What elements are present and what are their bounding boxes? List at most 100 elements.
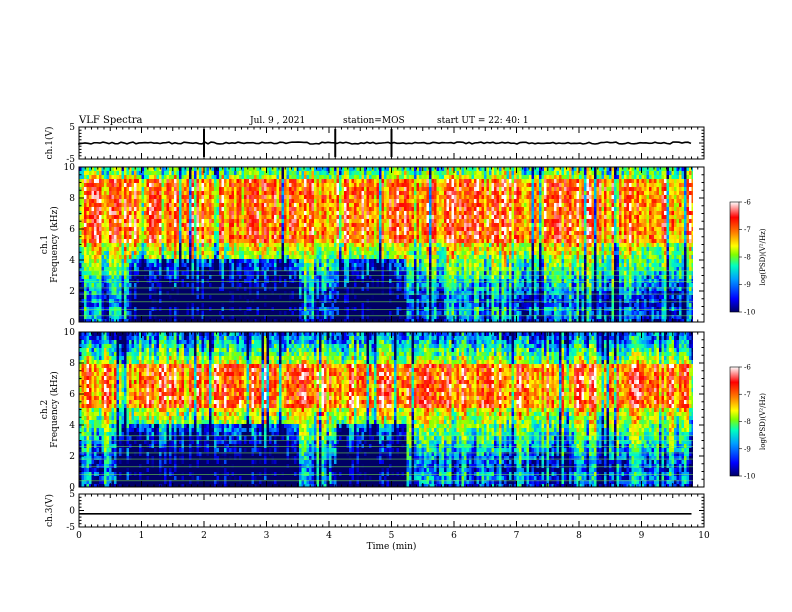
- spectrogram-cell: [221, 199, 225, 204]
- spectrogram-cell: [141, 303, 145, 308]
- spectrogram-cell: [351, 199, 355, 204]
- spectrogram-cell: [336, 319, 340, 322]
- spectrogram-cell: [214, 311, 217, 316]
- spectrogram-cell: [371, 215, 375, 220]
- spectrogram-cell: [324, 179, 327, 184]
- spectrogram-cell: [199, 279, 202, 284]
- spectrogram-cell: [169, 191, 172, 196]
- spectrogram-cell: [114, 223, 117, 228]
- spectrogram-cell: [356, 267, 360, 272]
- spectrogram-cell: [379, 199, 382, 204]
- spectrogram-cell: [319, 207, 322, 212]
- spectrogram-cell: [356, 251, 360, 256]
- spectrogram-cell: [234, 259, 237, 264]
- spectrogram-cell: [224, 179, 227, 184]
- spectrogram-cell: [131, 227, 135, 232]
- spectrogram-cell: [364, 303, 367, 308]
- spectrogram-cell: [336, 167, 340, 172]
- spectrogram-cell: [291, 199, 295, 204]
- spectrogram-cell: [99, 195, 102, 200]
- spectrogram-cell: [231, 247, 235, 252]
- spectrogram-cell: [306, 179, 310, 184]
- spectrogram-cell: [146, 179, 150, 184]
- spectrogram-cell: [319, 167, 322, 172]
- spectrogram-cell: [214, 303, 217, 308]
- spectrogram-cell: [166, 251, 170, 256]
- spectrogram-cell: [181, 279, 185, 284]
- spectrogram-cell: [206, 255, 210, 260]
- spectrogram-cell: [191, 295, 195, 300]
- spectrogram-cell: [206, 223, 210, 228]
- spectrogram-cell: [364, 267, 367, 272]
- spectrogram-cell: [294, 167, 297, 172]
- spectrogram-cell: [196, 231, 200, 236]
- spectrogram-cell: [304, 251, 307, 256]
- spectrogram-cell: [276, 195, 280, 200]
- spectrogram-cell: [101, 167, 105, 172]
- spectrogram-cell: [366, 271, 370, 276]
- spectrogram-cell: [346, 199, 350, 204]
- spectrogram-cell: [179, 251, 182, 256]
- spectrogram-cell: [96, 199, 100, 204]
- spectrogram-cell: [361, 315, 365, 320]
- spectrogram-cell: [326, 279, 330, 284]
- spectrogram-cell: [204, 171, 207, 176]
- spectrogram-cell: [294, 315, 297, 320]
- spectrogram-cell: [316, 191, 320, 196]
- spectrogram-cell: [246, 251, 250, 256]
- spectrogram-cell: [376, 175, 380, 180]
- spectrogram-cell: [109, 311, 112, 316]
- spectrogram-cell: [86, 255, 90, 260]
- spectrogram-cell: [251, 311, 255, 316]
- spectrogram-cell: [211, 251, 215, 256]
- spectrogram-cell: [176, 307, 180, 312]
- spectrogram-cell: [169, 267, 172, 272]
- spectrogram-cell: [256, 199, 260, 204]
- spectrogram-cell: [374, 219, 377, 224]
- spectrogram-cell: [149, 179, 152, 184]
- spectrogram-cell: [296, 271, 300, 276]
- spectrogram-cell: [351, 183, 355, 188]
- spectrogram-cell: [136, 319, 140, 322]
- spectrogram-cell: [329, 191, 332, 196]
- spectrogram-cell: [341, 179, 345, 184]
- spectrogram-cell: [191, 307, 195, 312]
- spectrogram-cell: [119, 251, 122, 256]
- spectrogram-cell: [211, 259, 215, 264]
- spectrogram-cell: [331, 179, 335, 184]
- spectrogram-cell: [304, 231, 307, 236]
- spectrogram-cell: [184, 179, 187, 184]
- spectrogram-cell: [296, 311, 300, 316]
- spectrogram-cell: [381, 299, 385, 304]
- spectrogram-cell: [319, 267, 322, 272]
- spectrogram-cell: [246, 271, 250, 276]
- spectrogram-cell: [179, 295, 182, 300]
- spectrogram-cell: [354, 175, 357, 180]
- spectrogram-cell: [184, 291, 187, 296]
- spectrogram-cell: [211, 235, 215, 240]
- spectrogram-cell: [179, 231, 182, 236]
- spectrogram-cell: [196, 211, 200, 216]
- spectrogram-cell: [376, 283, 380, 288]
- spectrogram-cell: [136, 231, 140, 236]
- spectrogram-cell: [84, 247, 87, 252]
- spectrogram-cell: [106, 191, 110, 196]
- spectrogram-cell: [341, 267, 345, 272]
- spectrogram-cell: [356, 299, 360, 304]
- spectrogram-cell: [269, 307, 272, 312]
- spectrogram-cell: [111, 279, 115, 284]
- spectrogram-cell: [324, 199, 327, 204]
- spectrogram-cell: [354, 191, 357, 196]
- spectrogram-cell: [331, 303, 335, 308]
- spectrogram-cell: [126, 187, 130, 192]
- spectrogram-cell: [301, 287, 305, 292]
- spectrogram-cell: [144, 175, 147, 180]
- spectrogram-cell: [329, 295, 332, 300]
- spectrogram-cell: [359, 307, 362, 312]
- spectrogram-cell: [156, 171, 160, 176]
- spectrogram-cell: [321, 279, 325, 284]
- spectrogram-cell: [89, 235, 92, 240]
- spectrogram-cell: [356, 315, 360, 320]
- spectrogram-cell: [221, 279, 225, 284]
- spectrogram-cell: [174, 283, 177, 288]
